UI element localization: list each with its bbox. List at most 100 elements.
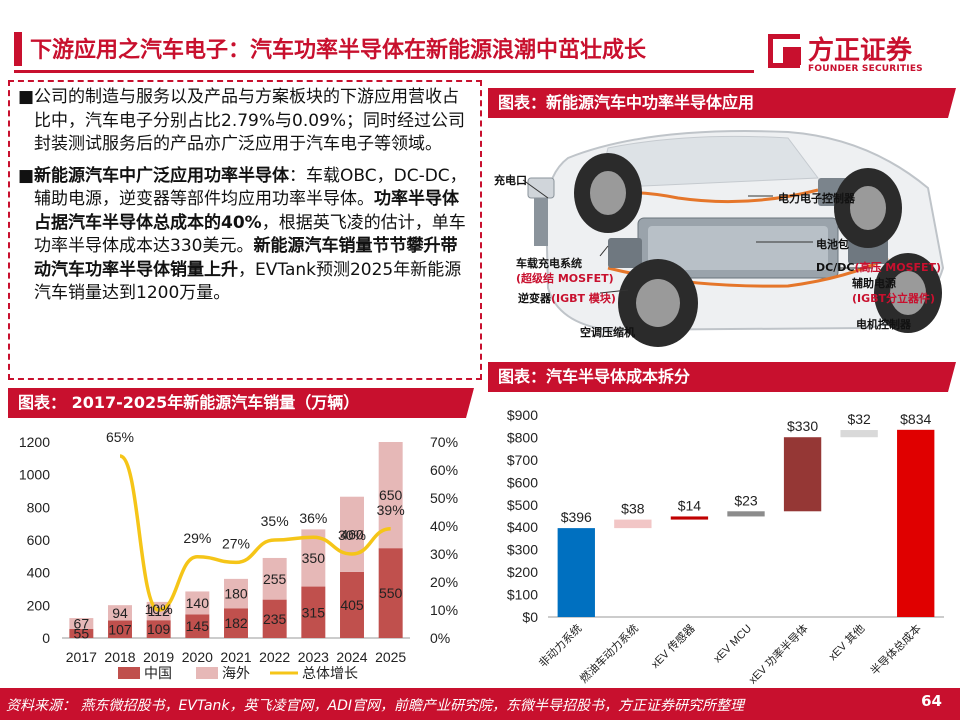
- y-right-tick-label: 10%: [430, 602, 458, 618]
- sales-chart: 0 200 400 600 800 1000 1200 0% 10% 20% 30% 40% 50% 60…: [19, 429, 458, 681]
- legend-label-growth: 总体增长: [302, 665, 358, 681]
- overseas-value-label: 460: [340, 526, 364, 542]
- x-tick-label: 燃油车动力系统: [577, 621, 641, 685]
- waterfall-bar: [840, 430, 878, 438]
- china-value-label: 182: [224, 615, 248, 631]
- y-tick-label: $400: [507, 519, 538, 535]
- cost-waterfall-chart: $0 $100 $200 $300 $400 $500 $600 $700 $800 $900 $3…: [507, 407, 944, 686]
- label-dcdc: DC/DC(高压 MOSFET): [816, 261, 942, 274]
- y-right-tick-label: 40%: [430, 518, 458, 534]
- y-tick-label: $700: [507, 452, 538, 468]
- p1-text: 公司的制造与服务以及产品与方案板块的下游应用营收占比中，汽车电子分别占比2.79…: [34, 87, 466, 154]
- x-tick-label: 2019: [143, 649, 174, 665]
- bar-china: [69, 629, 94, 638]
- y-left-tick-label: 400: [27, 565, 51, 581]
- label-battery: 电池包: [816, 238, 849, 251]
- x-tick-label: xEV MCU: [711, 623, 754, 666]
- title-accent-bar: [14, 32, 22, 66]
- p2-text-3: ，EVTank预测2025年新能源汽车销量达到1200万量。: [34, 259, 462, 304]
- legend-label-china: 中国: [144, 665, 172, 681]
- legend-swatch-overseas: [196, 667, 218, 679]
- growth-value-label: 65%: [106, 429, 134, 445]
- label-charge-port: 充电口: [494, 174, 527, 187]
- china-value-label: 145: [186, 618, 210, 634]
- china-value-label: 109: [147, 621, 171, 637]
- ev-car-illustration: [522, 130, 945, 347]
- x-tick-label: 2021: [220, 649, 251, 665]
- growth-value-label: 30%: [338, 527, 366, 543]
- x-tick-label: 半导体总成本: [867, 621, 924, 678]
- x-tick-label: xEV 传感器: [649, 622, 698, 671]
- footer-source: 资料来源： 燕东微招股书，EVTank，英飞凌官网，ADI官网，前瞻产业研究院，…: [6, 698, 744, 714]
- y-left-tick-label: 200: [27, 597, 51, 613]
- waterfall-bar: [670, 516, 709, 520]
- founder-logo: 方正证券 FOUNDER SECURITIES: [768, 30, 948, 80]
- bar-china: [224, 608, 248, 638]
- logo-text-en: FOUNDER SECURITIES: [808, 64, 923, 74]
- overseas-value-label: 350: [302, 550, 326, 566]
- growth-value-label: 35%: [261, 513, 289, 529]
- overseas-value-label: 180: [224, 586, 248, 602]
- y-left-tick-label: 1200: [19, 434, 50, 450]
- bar-overseas: [262, 557, 287, 600]
- china-value-label: 55: [74, 626, 90, 642]
- waterfall-bar: [897, 429, 935, 617]
- y-left-tick-label: 800: [27, 499, 51, 515]
- logo-text-cn: 方正证券: [808, 36, 913, 66]
- car-panel-title: 图表：新能源汽车中功率半导体应用: [488, 88, 956, 118]
- china-value-label: 235: [263, 611, 287, 627]
- sales-panel-title: 图表： 2017-2025年新能源汽车销量（万辆）: [8, 388, 474, 418]
- bar-china: [378, 548, 403, 638]
- value-label: $23: [734, 492, 758, 508]
- waterfall-bar: [614, 519, 652, 529]
- x-tick-label: 2023: [298, 649, 329, 665]
- y-tick-label: $300: [507, 542, 538, 558]
- x-tick-label: 2018: [104, 649, 135, 665]
- label-obc-mosfet: (超级结 MOSFET): [516, 272, 614, 285]
- value-label: $38: [621, 501, 645, 517]
- bar-overseas: [378, 442, 403, 549]
- growth-value-label: 29%: [183, 530, 211, 546]
- waterfall-bar: [557, 528, 595, 617]
- value-label: $396: [561, 509, 592, 525]
- label-ac-compressor: 空调压缩机: [580, 326, 635, 339]
- label-aux-igbt: (IGBT分立器件): [852, 292, 936, 305]
- summary-box: ■公司的制造与服务以及产品与方案板块的下游应用营收占比中，汽车电子分别占比2.7…: [8, 80, 482, 380]
- x-tick-label: 2017: [66, 649, 97, 665]
- bar-china: [108, 620, 132, 638]
- logo-mark-icon: [768, 34, 801, 68]
- legend-swatch-china: [118, 667, 140, 679]
- p2-bold-1: 新能源汽车中广泛应用功率半导体: [34, 165, 289, 186]
- legend-label-overseas: 海外: [222, 665, 250, 681]
- overseas-value-label: 140: [186, 595, 210, 611]
- label-obc: 车载充电系统: [516, 257, 582, 270]
- y-right-tick-label: 20%: [430, 574, 458, 590]
- value-label: $32: [847, 411, 871, 427]
- bar-overseas: [108, 605, 132, 621]
- overseas-value-label: 650: [379, 487, 403, 503]
- page-title: 下游应用之汽车电子：汽车功率半导体在新能源浪潮中茁壮成长: [30, 38, 647, 63]
- china-value-label: 550: [379, 585, 403, 601]
- bar-overseas: [69, 618, 94, 630]
- y-tick-label: $500: [507, 497, 538, 513]
- x-tick-label: 2025: [375, 649, 406, 665]
- china-value-label: 405: [340, 597, 364, 613]
- label-pe-controller: 电力电子控制器: [778, 192, 855, 205]
- overseas-value-label: 255: [263, 571, 287, 587]
- bar-overseas: [224, 578, 248, 609]
- y-tick-label: $900: [507, 407, 538, 423]
- y-tick-label: $200: [507, 564, 538, 580]
- growth-value-label: 10%: [145, 601, 173, 617]
- y-left-tick-label: 1000: [19, 467, 50, 483]
- china-value-label: 107: [108, 621, 132, 637]
- label-motor-controller: 电机控制器: [856, 318, 911, 331]
- x-tick-label: 2022: [259, 649, 290, 665]
- growth-value-label: 39%: [377, 502, 405, 518]
- china-value-label: 315: [302, 604, 326, 620]
- bar-china: [185, 614, 210, 638]
- y-right-tick-label: 30%: [430, 546, 458, 562]
- waterfall-bar: [783, 437, 822, 512]
- bar-overseas: [301, 529, 326, 587]
- footer-bar: [0, 688, 960, 720]
- bar-china: [301, 586, 326, 638]
